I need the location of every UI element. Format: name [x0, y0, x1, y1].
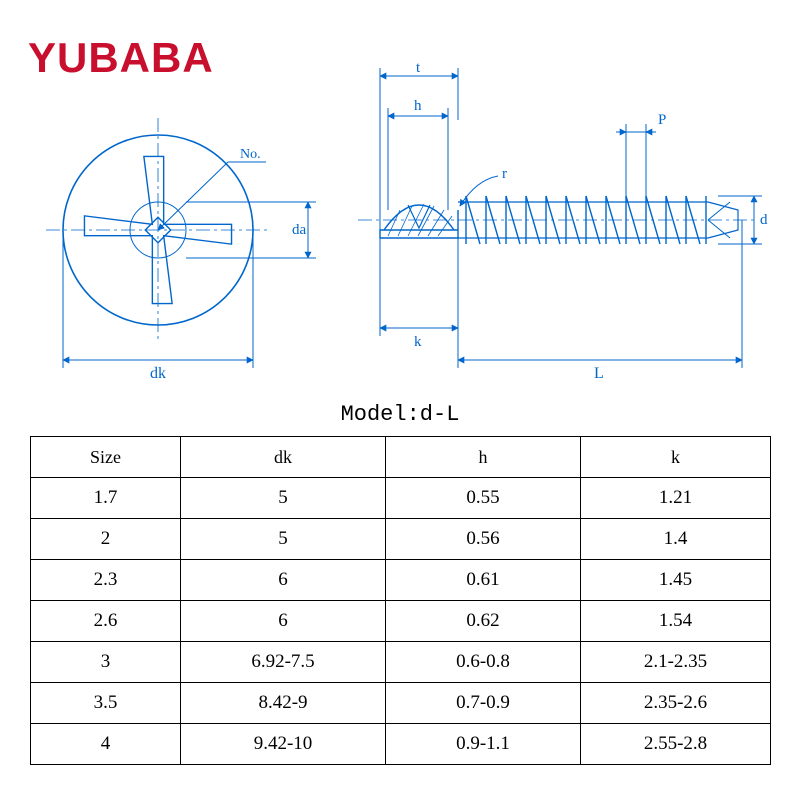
table-cell: 8.42-9: [181, 683, 386, 724]
table-row: 3.58.42-90.7-0.92.35-2.6: [31, 683, 771, 724]
label-P: P: [658, 112, 666, 128]
table-cell: 1.7: [31, 478, 181, 519]
th-dk: dk: [181, 437, 386, 478]
screw-diagram: No. da dk: [28, 60, 772, 390]
table-cell: 2.55-2.8: [581, 724, 771, 765]
table-cell: 6: [181, 560, 386, 601]
dimension-table: Size dk h k 1.750.551.21250.561.42.360.6…: [30, 436, 771, 765]
table-cell: 2.1-2.35: [581, 642, 771, 683]
label-d: d: [760, 212, 768, 228]
label-da: da: [292, 222, 307, 238]
side-view-group: t h r P d: [358, 60, 768, 382]
table-cell: 0.61: [386, 560, 581, 601]
th-h: h: [386, 437, 581, 478]
th-size: Size: [31, 437, 181, 478]
table-cell: 5: [181, 478, 386, 519]
label-k: k: [414, 334, 422, 350]
table-cell: 0.55: [386, 478, 581, 519]
top-view-group: No. da dk: [46, 118, 316, 382]
table-cell: 1.4: [581, 519, 771, 560]
table-cell: 2: [31, 519, 181, 560]
table-cell: 1.45: [581, 560, 771, 601]
table-cell: 2.3: [31, 560, 181, 601]
table-cell: 0.7-0.9: [386, 683, 581, 724]
table-cell: 0.56: [386, 519, 581, 560]
table-cell: 1.54: [581, 601, 771, 642]
table-cell: 0.9-1.1: [386, 724, 581, 765]
table-cell: 3: [31, 642, 181, 683]
label-dk: dk: [150, 365, 166, 382]
table-cell: 0.62: [386, 601, 581, 642]
table-row: 49.42-100.9-1.12.55-2.8: [31, 724, 771, 765]
table-cell: 1.21: [581, 478, 771, 519]
table-cell: 2.6: [31, 601, 181, 642]
model-label: Model:d-L: [0, 402, 800, 427]
label-r: r: [502, 166, 507, 182]
th-k: k: [581, 437, 771, 478]
table-row: 1.750.551.21: [31, 478, 771, 519]
table-row: 2.660.621.54: [31, 601, 771, 642]
table-body: 1.750.551.21250.561.42.360.611.452.660.6…: [31, 478, 771, 765]
label-L: L: [594, 365, 604, 382]
table-cell: 0.6-0.8: [386, 642, 581, 683]
table-cell: 6: [181, 601, 386, 642]
table-cell: 6.92-7.5: [181, 642, 386, 683]
table-row: 250.561.4: [31, 519, 771, 560]
label-h: h: [414, 98, 422, 114]
table-cell: 4: [31, 724, 181, 765]
table-row: 2.360.611.45: [31, 560, 771, 601]
table-row: 36.92-7.50.6-0.82.1-2.35: [31, 642, 771, 683]
label-no: No.: [240, 147, 261, 162]
table-header-row: Size dk h k: [31, 437, 771, 478]
table-cell: 3.5: [31, 683, 181, 724]
table-cell: 5: [181, 519, 386, 560]
table-cell: 9.42-10: [181, 724, 386, 765]
label-t: t: [416, 60, 421, 76]
table-cell: 2.35-2.6: [581, 683, 771, 724]
